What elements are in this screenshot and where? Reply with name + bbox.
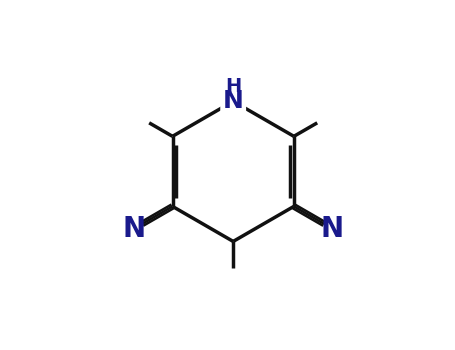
Text: H: H <box>225 77 241 96</box>
Text: N: N <box>321 215 344 243</box>
Text: N: N <box>223 89 243 113</box>
Text: N: N <box>122 215 146 243</box>
